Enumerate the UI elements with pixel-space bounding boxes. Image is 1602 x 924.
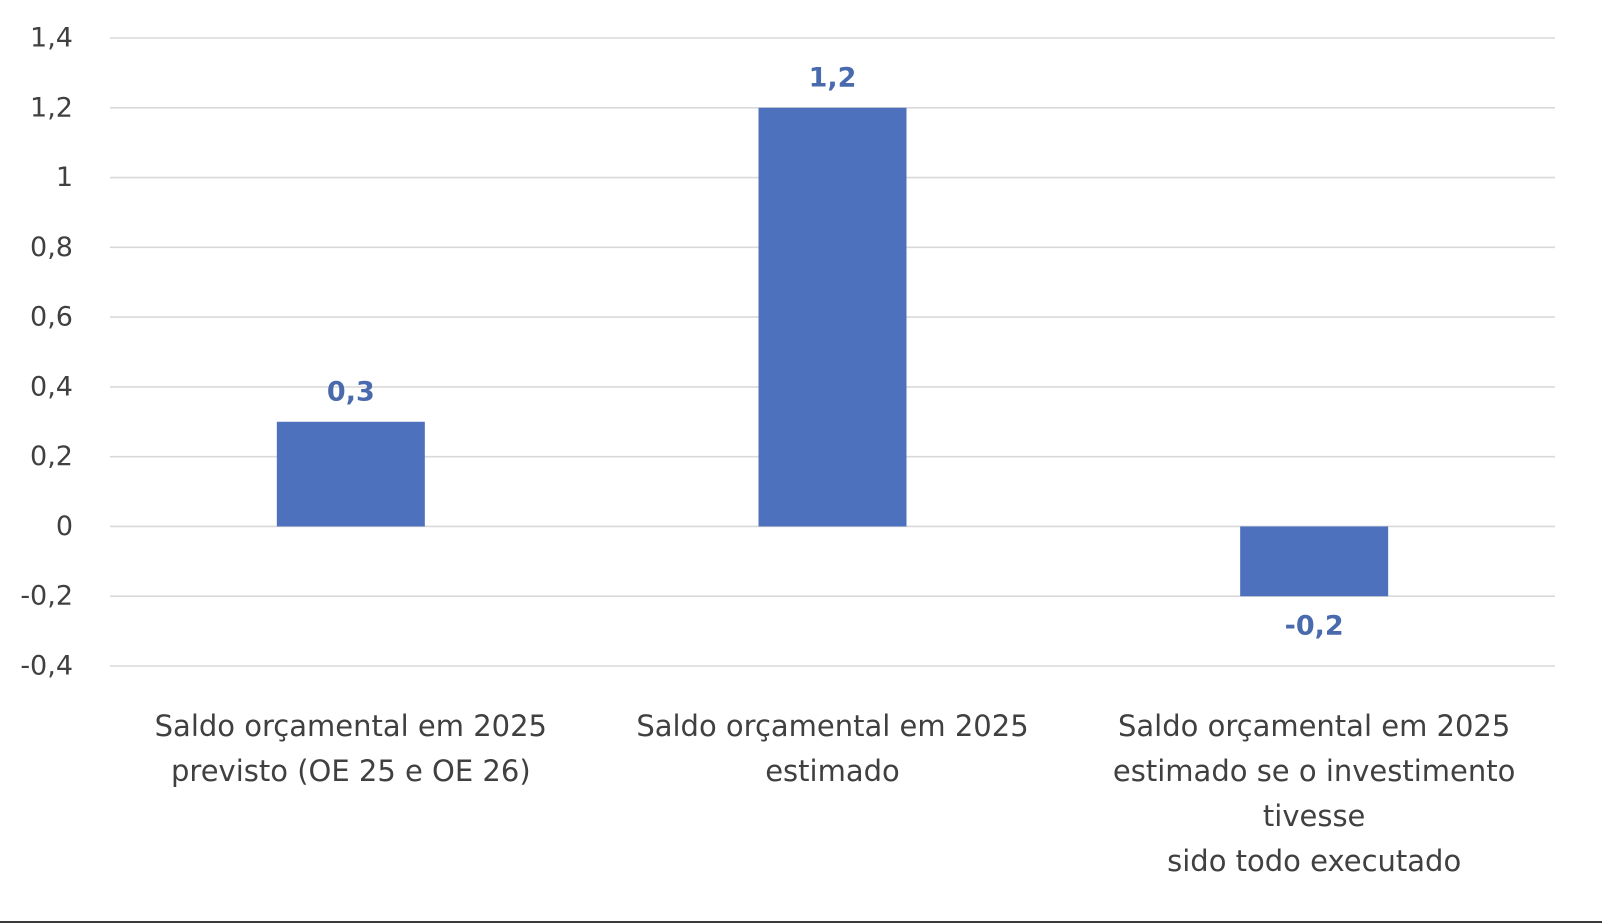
x-axis-category-labels: Saldo orçamental em 2025 previsto (OE 25 … — [155, 709, 1516, 878]
category-label: previsto (OE 25 e OE 26) — [171, 754, 531, 788]
category-label: tivesse — [1263, 799, 1366, 833]
y-tick-label: 0,4 — [30, 371, 73, 402]
data-label: 1,2 — [809, 62, 857, 93]
category-label: estimado — [765, 754, 900, 788]
category-label: Saldo orçamental em 2025 — [636, 709, 1028, 743]
data-label: -0,2 — [1285, 611, 1344, 642]
y-tick-label: 0,2 — [30, 441, 73, 472]
data-labels: 0,3 1,2 -0,2 — [327, 62, 1344, 641]
bar — [1240, 526, 1389, 597]
bar — [276, 421, 425, 527]
y-tick-label: 1 — [56, 162, 73, 193]
bars — [276, 107, 1389, 597]
category-label: sido todo executado — [1167, 844, 1461, 878]
y-tick-label: 0 — [56, 511, 73, 542]
y-tick-label: 1,2 — [30, 92, 73, 123]
category-label: Saldo orçamental em 2025 — [1118, 709, 1510, 743]
y-axis-tick-labels: -0,4 -0,2 0 0,2 0,4 0,6 0,8 1 1,2 1,4 — [20, 23, 73, 682]
y-tick-label: 1,4 — [30, 23, 73, 54]
y-tick-label: -0,2 — [20, 581, 73, 612]
y-tick-label: 0,8 — [30, 232, 73, 263]
bar — [758, 107, 907, 527]
category-label: Saldo orçamental em 2025 — [155, 709, 547, 743]
y-tick-label: -0,4 — [20, 651, 73, 682]
y-tick-label: 0,6 — [30, 302, 73, 333]
category-label: estimado se o investimento — [1113, 754, 1515, 788]
data-label: 0,3 — [327, 376, 375, 407]
